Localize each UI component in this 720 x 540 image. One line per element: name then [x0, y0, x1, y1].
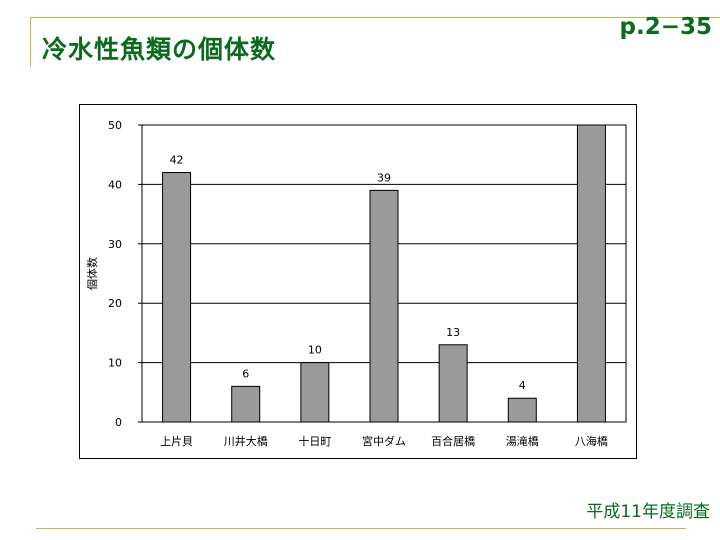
bar: [369, 189, 399, 423]
page-number: p.2−35: [619, 14, 712, 40]
bottom-rule: [36, 528, 686, 529]
bar: [231, 385, 261, 423]
y-tick-label: 10: [108, 357, 122, 370]
top-rule: [30, 17, 720, 18]
y-axis-label: 個体数: [85, 257, 99, 290]
y-tick-label: 40: [108, 178, 122, 191]
y-tick-label: 0: [115, 416, 122, 429]
data-label: 4: [519, 379, 526, 392]
data-label: 6: [242, 367, 249, 380]
category-label: 百合居橋: [431, 434, 475, 448]
bar: [576, 124, 606, 423]
slide-title: 冷水性魚類の個体数: [42, 35, 277, 64]
category-label: 上片貝: [160, 435, 193, 448]
bar: [162, 172, 192, 423]
bar: [507, 397, 537, 423]
y-tick-label: 30: [108, 238, 122, 251]
category-label: 八海橋: [575, 434, 608, 448]
bar: [300, 362, 330, 423]
category-label: 川井大橋: [224, 434, 268, 448]
data-label: 10: [308, 344, 322, 357]
chart-area: 0 10 20 30 40 50 個体数 42 上片貝 6 川井大橋 10 十日町 39 宮中ダム 13 百合居…: [79, 104, 637, 459]
data-label: 39: [377, 171, 391, 184]
bar-chart: 0 10 20 30 40 50 個体数 42 上片貝 6 川井大橋 10 十日町 39 宮中ダム 13 百合居…: [85, 119, 627, 448]
category-label: 十日町: [298, 434, 331, 448]
data-label: 13: [446, 326, 460, 339]
y-tick-label: 50: [108, 119, 122, 132]
data-label: 42: [170, 154, 184, 167]
bar: [438, 344, 468, 423]
left-rule: [30, 17, 31, 67]
category-label: 宮中ダム: [362, 434, 406, 448]
y-tick-label: 20: [108, 297, 122, 310]
footnote: 平成11年度調査: [586, 502, 710, 522]
category-label: 湯滝橋: [506, 434, 539, 448]
